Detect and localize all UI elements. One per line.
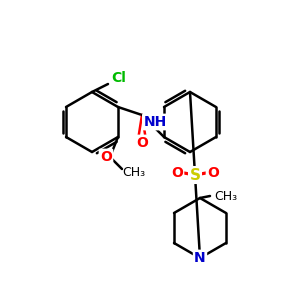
Text: CH₃: CH₃ [122,167,146,179]
Text: O: O [100,150,112,164]
Text: S: S [190,167,200,182]
Text: NH: NH [143,115,167,129]
Text: CH₃: CH₃ [214,190,238,202]
Text: O: O [171,166,183,180]
Text: O: O [136,136,148,150]
Text: O: O [207,166,219,180]
Text: Cl: Cl [112,71,126,85]
Text: N: N [194,251,206,265]
